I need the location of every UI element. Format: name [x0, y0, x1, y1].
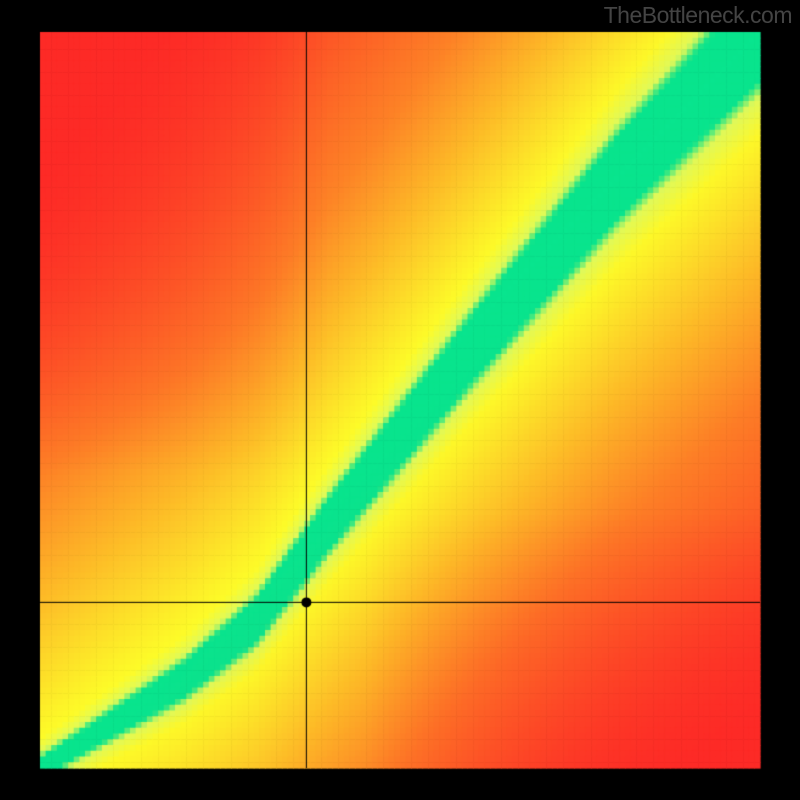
watermark-text: TheBottleneck.com [604, 2, 792, 29]
bottleneck-heatmap [0, 0, 800, 800]
chart-container: TheBottleneck.com [0, 0, 800, 800]
